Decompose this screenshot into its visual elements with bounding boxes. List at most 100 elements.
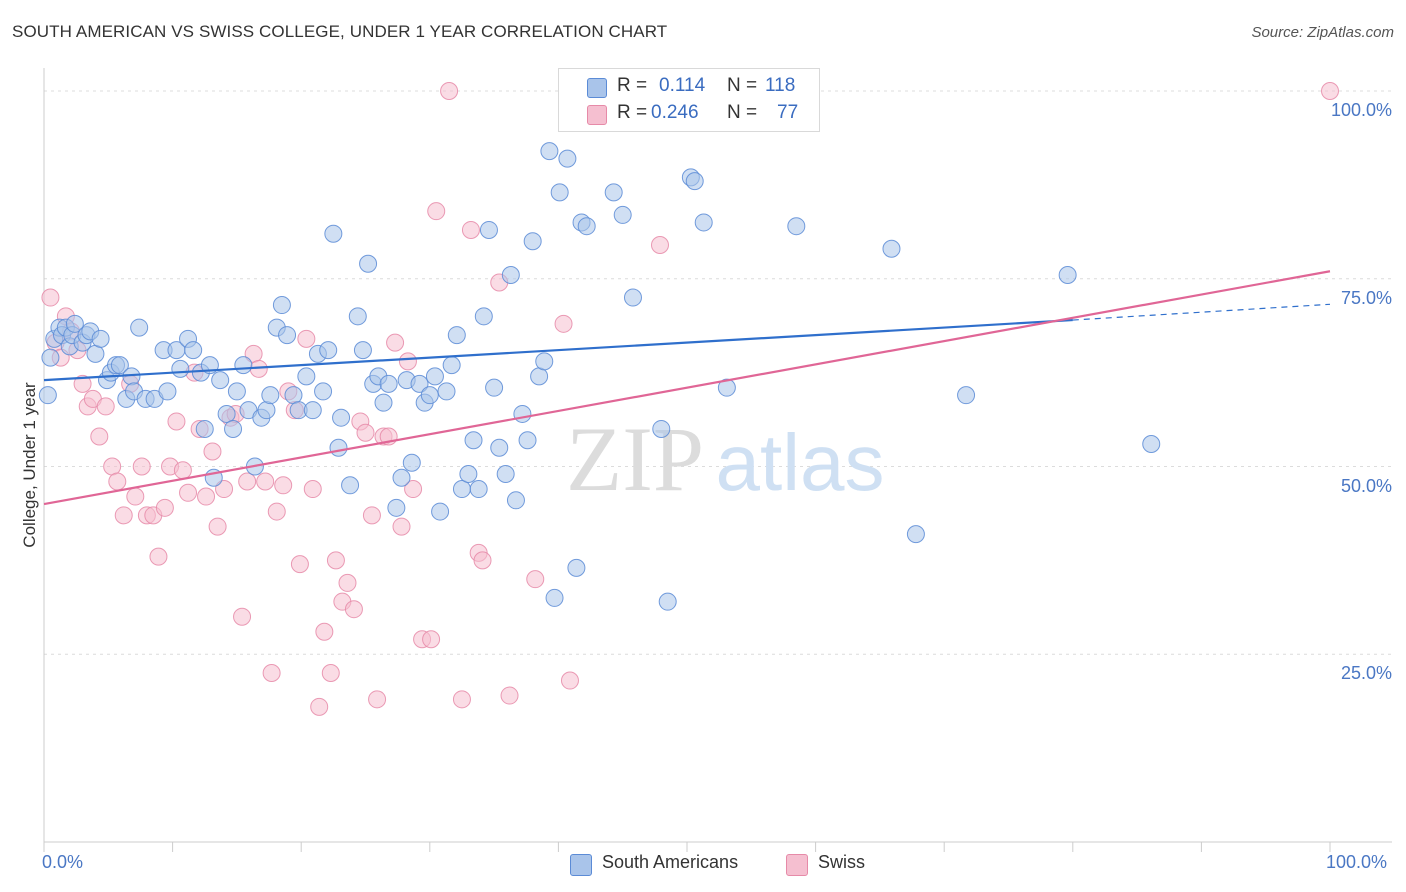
swiss-point	[41, 288, 60, 307]
south-american-point	[717, 378, 736, 397]
swiss-point	[473, 551, 492, 570]
south-american-point	[535, 352, 554, 371]
south-american-point	[91, 329, 110, 348]
south-american-point	[530, 367, 549, 386]
swiss-point	[126, 487, 145, 506]
watermark-zip: ZIP	[566, 408, 704, 510]
swiss-point	[73, 374, 92, 393]
y-tick-label: 50.0%	[1340, 475, 1392, 496]
swiss-point	[256, 472, 275, 491]
swiss-point	[103, 457, 122, 476]
south-american-point	[303, 401, 322, 420]
south-american-point	[558, 149, 577, 168]
source-credit: Source: ZipAtlas.com	[1251, 24, 1394, 41]
south-american-point	[1142, 434, 1161, 453]
swiss-point	[208, 517, 227, 536]
swiss-point	[197, 487, 216, 506]
swiss-point	[452, 690, 471, 709]
swiss-point	[267, 502, 286, 521]
swiss-point	[155, 498, 174, 517]
south-american-point	[278, 326, 297, 345]
r-label: R =	[617, 102, 648, 123]
swiss-point	[362, 506, 381, 525]
swiss-point	[179, 483, 198, 502]
south-american-point	[685, 172, 704, 191]
swiss-point	[167, 412, 186, 431]
south-american-point	[379, 374, 398, 393]
swiss-point	[108, 472, 127, 491]
south-american-point	[442, 356, 461, 375]
south-american-point	[420, 386, 439, 405]
swiss-point	[96, 397, 115, 416]
south-american-point	[469, 480, 488, 499]
legend-label: Swiss	[818, 852, 866, 872]
south-american-point	[130, 318, 149, 337]
r-value: 0.246	[651, 102, 699, 123]
swiss-point	[262, 664, 281, 683]
stats-box: R = 0.114 N = 118 R = 0.246 N = 77	[558, 68, 820, 132]
south-american-point	[613, 205, 632, 224]
swiss-point	[132, 457, 151, 476]
y-tick-label: 100.0%	[1330, 100, 1392, 121]
south-american-point	[501, 266, 520, 285]
south-american-point	[324, 224, 343, 243]
r-label: R =	[617, 75, 648, 96]
south-american-point	[496, 465, 515, 484]
swiss-point	[554, 314, 573, 333]
south-american-point	[540, 142, 559, 161]
south-american-point	[353, 341, 372, 360]
south-american-point	[604, 183, 623, 202]
south-american-points	[38, 82, 1161, 611]
swiss-point	[560, 671, 579, 690]
swiss-point	[203, 442, 222, 461]
y-tick-label: 25.0%	[1340, 663, 1392, 684]
south-american-point	[224, 419, 243, 438]
swiss-point	[368, 690, 387, 709]
south-american-point	[402, 453, 421, 472]
south-american-point	[65, 314, 84, 333]
south-american-point	[485, 378, 504, 397]
south-american-point	[195, 419, 214, 438]
south-american-point	[374, 393, 393, 412]
south-american-point	[787, 217, 806, 236]
stats-row-south-americans: R = 0.114 N = 118	[559, 75, 819, 101]
legend-label: South Americans	[602, 852, 739, 872]
swiss-point	[297, 329, 316, 348]
south-american-point	[447, 326, 466, 345]
south-american-point	[523, 232, 542, 251]
chart-title: SOUTH AMERICAN VS SWISS COLLEGE, UNDER 1…	[12, 22, 668, 41]
swiss-point	[274, 476, 293, 495]
south-american-point	[272, 296, 291, 315]
swiss-point	[215, 480, 234, 499]
swiss-point	[233, 607, 252, 626]
south-american-point	[184, 341, 203, 360]
south-american-point	[86, 344, 105, 363]
axes	[43, 68, 1392, 852]
south-american-point	[506, 491, 525, 510]
swiss-point	[310, 697, 329, 716]
south-american-point	[459, 465, 478, 484]
swiss-point	[173, 461, 192, 480]
south-american-point	[392, 468, 411, 487]
swiss-point	[321, 664, 340, 683]
south-american-point	[437, 382, 456, 401]
south-american-point	[518, 431, 537, 450]
south-american-point	[387, 498, 406, 517]
south-american-point	[694, 213, 713, 232]
south-american-point	[410, 374, 429, 393]
south-american-point	[297, 367, 316, 386]
swiss-point	[303, 480, 322, 499]
x-tick-label-min: 0.0%	[42, 852, 84, 872]
south-american-point	[452, 480, 471, 499]
swiss-point	[326, 551, 345, 570]
south-american-point	[550, 183, 569, 202]
south-american-trend-line	[43, 318, 1073, 382]
trend-lines	[43, 270, 1331, 506]
n-value: 118	[765, 75, 796, 96]
south-american-point	[906, 525, 925, 544]
south-american-point	[158, 382, 177, 401]
south-american-point	[319, 341, 338, 360]
south-american-point	[332, 408, 351, 427]
swiss-point	[90, 427, 109, 446]
south-american-point	[479, 220, 498, 239]
